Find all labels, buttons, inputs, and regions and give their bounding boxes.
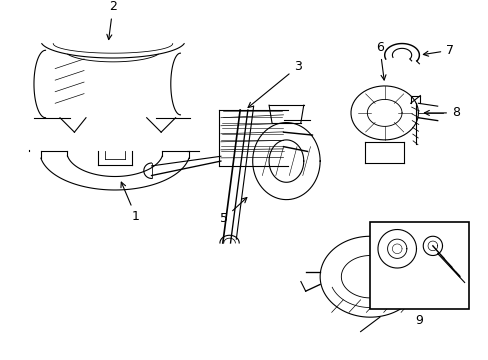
Text: 1: 1 xyxy=(121,182,140,224)
Bar xyxy=(369,222,468,309)
Text: 5: 5 xyxy=(219,198,246,225)
Text: 8: 8 xyxy=(424,107,459,120)
Text: 7: 7 xyxy=(423,44,453,57)
Text: 2: 2 xyxy=(107,0,117,40)
Text: 6: 6 xyxy=(375,41,385,80)
Text: 4: 4 xyxy=(423,278,460,298)
Text: 9: 9 xyxy=(415,314,423,327)
Text: 3: 3 xyxy=(247,60,301,108)
